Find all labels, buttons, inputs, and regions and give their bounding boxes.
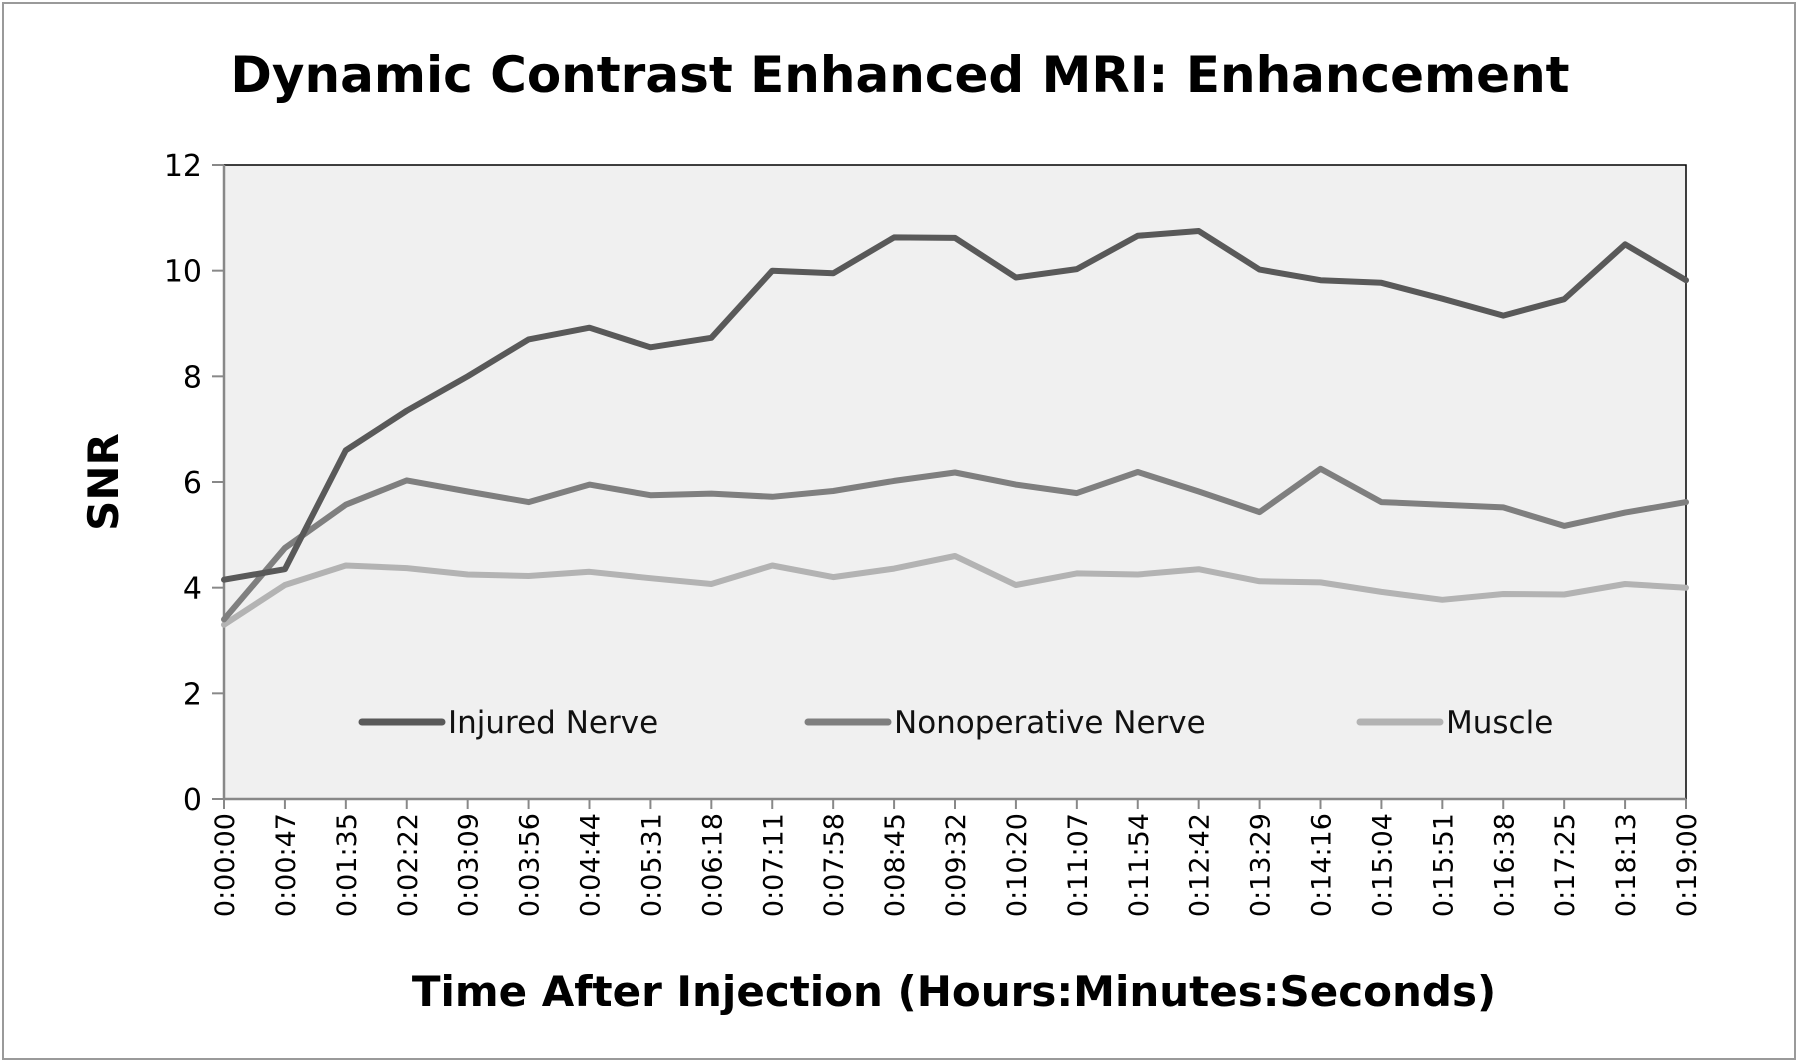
x-tick-label: 0:09:32 <box>941 813 972 917</box>
legend-label: Muscle <box>1446 705 1553 741</box>
legend-label: Injured Nerve <box>448 705 658 741</box>
y-tick-label: 2 <box>183 677 202 712</box>
chart-title: Dynamic Contrast Enhanced MRI: Enhanceme… <box>230 46 1569 104</box>
x-tick-label: 0:13:29 <box>1246 813 1277 917</box>
x-tick-label: 0:06:18 <box>697 813 728 917</box>
series-line-muscle <box>221 553 1689 628</box>
legend: Injured Nerve Nonoperative Nerve Muscle <box>358 705 1553 741</box>
x-tick-label: 0:08:45 <box>880 813 911 917</box>
x-tick-label: 0:00:47 <box>271 813 302 917</box>
x-tick-label: 0:11:54 <box>1124 813 1155 917</box>
series-layer <box>221 228 1689 628</box>
x-tick-label: 0:07:11 <box>758 813 789 917</box>
y-axis: 0 2 4 6 8 10 12 <box>164 149 226 818</box>
x-tick-label: 0:17:25 <box>1550 813 1581 917</box>
x-tick-label: 0:14:16 <box>1307 813 1338 917</box>
x-tick-label: 0:04:44 <box>576 813 607 917</box>
x-axis-title: Time After Injection (Hours:Minutes:Seco… <box>412 967 1496 1016</box>
y-tick-label: 12 <box>164 149 202 184</box>
x-tick-label: 0:02:22 <box>393 813 424 917</box>
x-tick-label: 0:18:13 <box>1611 813 1642 917</box>
series-line-nonoperative-nerve <box>221 465 1689 623</box>
y-tick-label: 10 <box>164 255 202 290</box>
y-tick-label: 6 <box>183 466 202 501</box>
plot-area <box>223 164 1687 800</box>
y-tick-label: 0 <box>183 783 202 818</box>
x-tick-label: 0:11:07 <box>1063 813 1094 917</box>
x-tick-label: 0:05:31 <box>636 813 667 917</box>
x-tick-label: 0:00:00 <box>210 813 241 917</box>
x-tick-label: 0:03:56 <box>515 813 546 917</box>
y-tick-label: 8 <box>183 360 202 395</box>
y-axis-title: SNR <box>79 433 128 531</box>
x-tick-label: 0:03:09 <box>454 813 485 917</box>
y-tick-label: 4 <box>183 572 202 607</box>
x-tick-label: 0:16:38 <box>1489 813 1520 917</box>
x-axis: 0:00:00 0:00:47 0:01:35 0:02:22 0:03:09 0:03:… <box>210 797 1703 917</box>
x-tick-label: 0:12:42 <box>1185 813 1216 917</box>
x-tick-label: 0:10:20 <box>1002 813 1033 917</box>
plot-background <box>223 164 1687 800</box>
series-line-injured-nerve <box>221 228 1689 583</box>
x-tick-label: 0:01:35 <box>332 813 363 917</box>
x-tick-label: 0:15:51 <box>1428 813 1459 917</box>
x-tick-label: 0:07:58 <box>819 813 850 917</box>
x-tick-label: 0:15:04 <box>1367 813 1398 917</box>
x-tick-label: 0:19:00 <box>1672 813 1703 917</box>
legend-label: Nonoperative Nerve <box>894 705 1206 741</box>
